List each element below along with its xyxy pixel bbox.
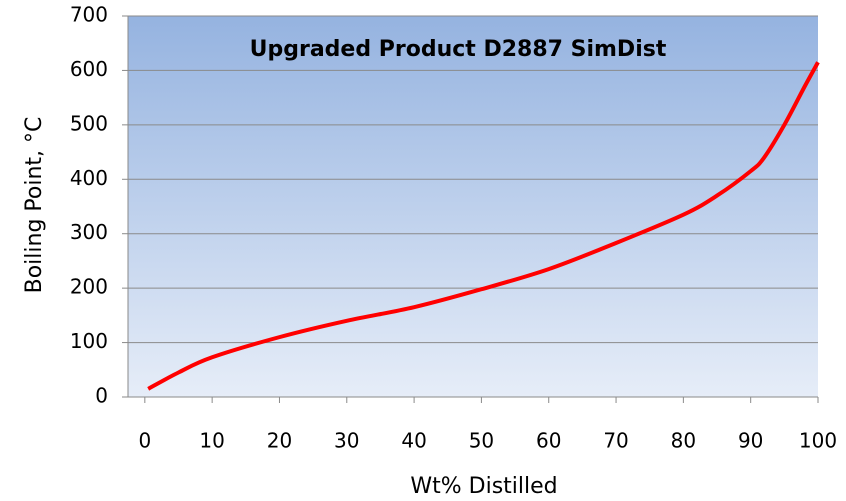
x-tick-label: 80: [671, 429, 696, 453]
x-tick-label: 90: [738, 429, 763, 453]
y-tick-label: 0: [95, 384, 108, 408]
y-axis-label: Boiling Point, °C: [22, 117, 47, 294]
y-tick-label: 200: [70, 275, 108, 299]
y-tick-label: 600: [70, 57, 108, 81]
x-tick-label: 20: [267, 429, 292, 453]
x-tick-label: 70: [603, 429, 628, 453]
x-tick-label: 50: [469, 429, 494, 453]
plot-area: [128, 16, 818, 397]
y-tick-label: 400: [70, 166, 108, 190]
y-tick-label: 500: [70, 111, 108, 135]
chart-title: Upgraded Product D2887 SimDist: [250, 37, 667, 62]
x-tick-label: 40: [401, 429, 426, 453]
x-tick-label: 0: [138, 429, 151, 453]
x-tick-label: 10: [199, 429, 224, 453]
data-line: [147, 61, 820, 391]
x-tick-label: 60: [536, 429, 561, 453]
x-tick-label: 30: [334, 429, 359, 453]
y-tick-label: 300: [70, 220, 108, 244]
y-tick-label: 100: [70, 329, 108, 353]
x-axis-label: Wt% Distilled: [410, 474, 557, 499]
x-tick-label: 100: [799, 429, 837, 453]
y-tick-label: 700: [70, 3, 108, 27]
